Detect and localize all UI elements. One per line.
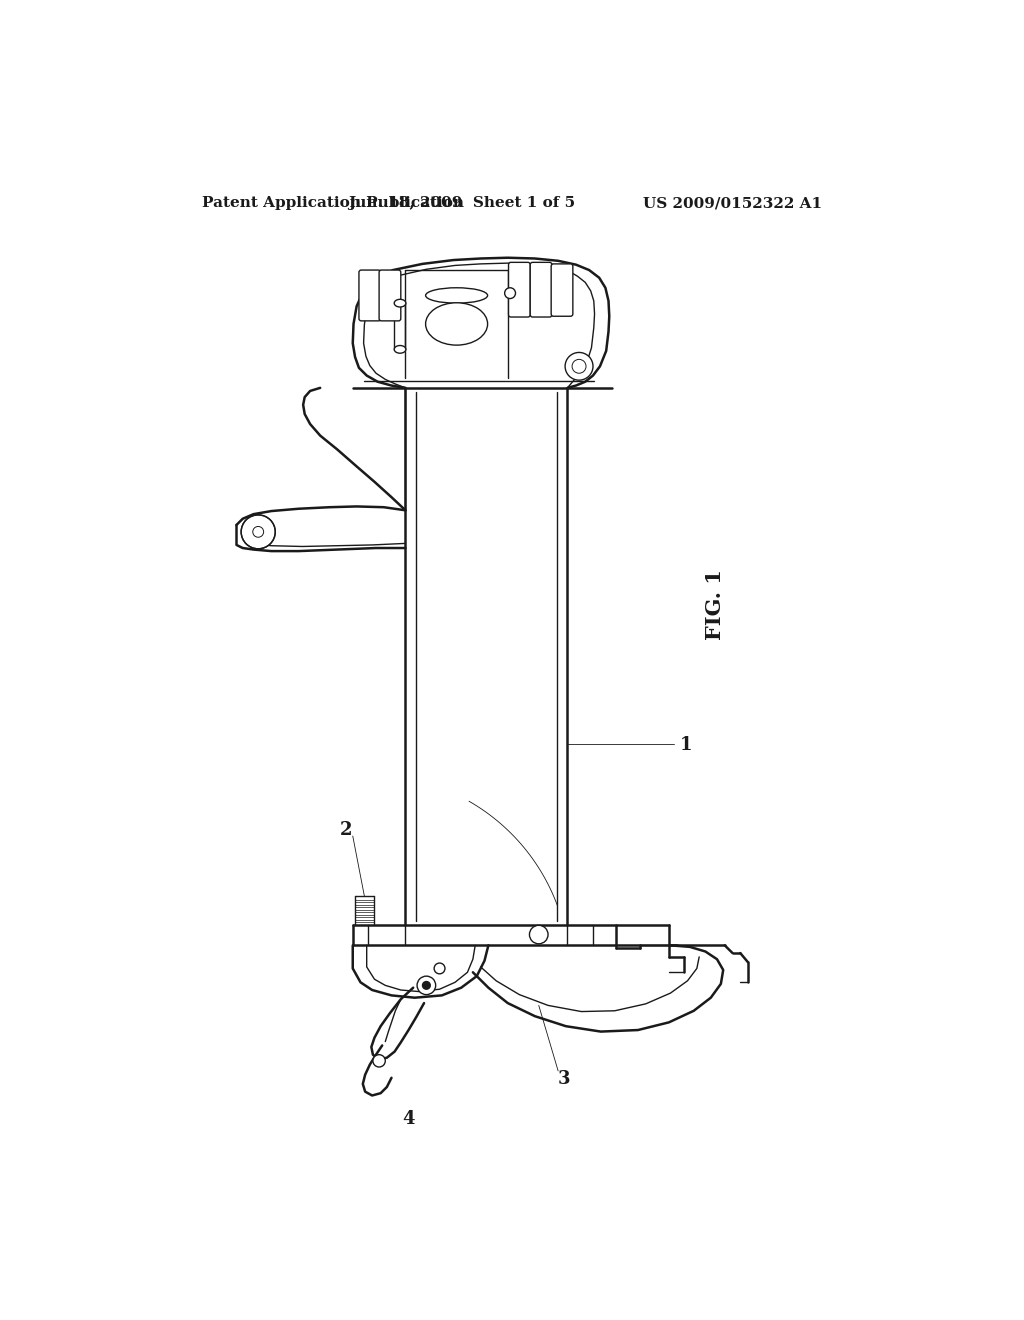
FancyBboxPatch shape (551, 264, 572, 317)
Ellipse shape (394, 346, 406, 354)
Ellipse shape (394, 300, 406, 308)
Circle shape (529, 925, 548, 944)
Circle shape (253, 527, 263, 537)
FancyBboxPatch shape (530, 263, 552, 317)
Ellipse shape (426, 288, 487, 304)
Circle shape (572, 359, 586, 374)
Circle shape (434, 964, 445, 974)
FancyBboxPatch shape (359, 271, 381, 321)
Circle shape (565, 352, 593, 380)
Text: 4: 4 (402, 1110, 415, 1129)
FancyBboxPatch shape (379, 271, 400, 321)
Text: Jun. 18, 2009  Sheet 1 of 5: Jun. 18, 2009 Sheet 1 of 5 (348, 197, 574, 210)
Text: FIG. 1: FIG. 1 (706, 569, 725, 640)
Circle shape (373, 1055, 385, 1067)
Text: 1: 1 (680, 737, 692, 754)
Ellipse shape (426, 302, 487, 345)
Circle shape (423, 982, 430, 989)
Text: Patent Application Publication: Patent Application Publication (202, 197, 464, 210)
Circle shape (417, 977, 435, 995)
Circle shape (241, 515, 275, 549)
FancyBboxPatch shape (509, 263, 530, 317)
Text: US 2009/0152322 A1: US 2009/0152322 A1 (643, 197, 822, 210)
Text: 3: 3 (557, 1069, 569, 1088)
Text: 2: 2 (340, 821, 353, 838)
Circle shape (505, 288, 515, 298)
